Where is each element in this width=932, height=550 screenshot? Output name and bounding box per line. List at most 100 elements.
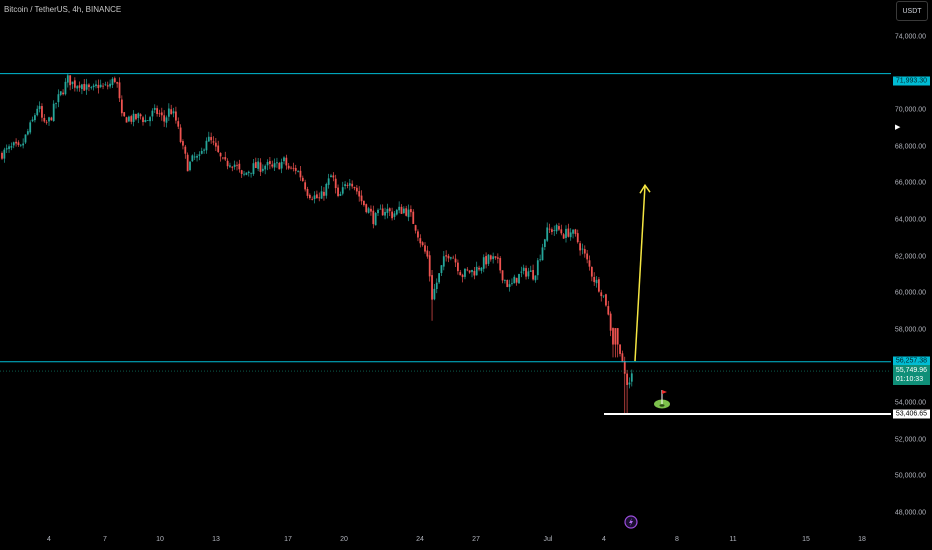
- x-axis-label: 8: [675, 536, 679, 543]
- candle-body: [435, 282, 438, 290]
- candle-body: [417, 231, 419, 238]
- candle-body: [534, 275, 537, 281]
- candle-body: [431, 275, 433, 300]
- candle-body: [17, 142, 20, 145]
- candle-body: [598, 279, 600, 292]
- candle-body: [184, 146, 187, 154]
- x-axis-label: 15: [802, 536, 810, 543]
- x-axis-label: Jul: [543, 536, 553, 543]
- candle-body: [214, 142, 217, 147]
- candle-body: [26, 131, 29, 135]
- x-axis-label: 27: [472, 536, 480, 543]
- candle-body: [222, 157, 224, 159]
- candle-body: [43, 117, 46, 122]
- lightning-icon[interactable]: [624, 515, 638, 529]
- candle-body: [50, 117, 53, 121]
- x-axis-label: 11: [729, 536, 737, 543]
- candle-body: [581, 248, 584, 250]
- candle-body: [358, 191, 361, 197]
- candle-body: [257, 161, 260, 169]
- candle-body: [529, 270, 532, 272]
- candle-body: [419, 238, 422, 244]
- candle-body: [325, 183, 328, 196]
- candle-body: [485, 256, 487, 265]
- candle-body: [475, 266, 478, 276]
- candle-body: [212, 141, 215, 143]
- candle-body: [410, 209, 412, 213]
- candle-body: [628, 382, 631, 385]
- candle-body: [252, 163, 255, 175]
- candle-body: [123, 112, 126, 117]
- candle-body: [365, 204, 368, 213]
- candle-body: [165, 117, 168, 123]
- candle-body: [172, 111, 175, 114]
- candle-body: [259, 162, 262, 172]
- candle-body: [576, 233, 579, 243]
- triangle-right-icon[interactable]: ▶: [895, 124, 901, 131]
- candle-body: [311, 198, 314, 200]
- candle-body: [78, 85, 81, 88]
- candle-body: [64, 81, 67, 95]
- x-axis-label: 4: [47, 536, 51, 543]
- currency-badge[interactable]: USDT: [896, 1, 928, 21]
- candle-body: [3, 149, 6, 159]
- candle-body: [602, 295, 605, 297]
- candle-body: [499, 258, 502, 271]
- x-axis-label: 7: [103, 536, 107, 543]
- candle-body: [76, 86, 79, 89]
- candles-layer: [1, 73, 633, 414]
- candle-body: [5, 148, 8, 150]
- candle-body: [588, 260, 591, 267]
- candle-body: [10, 146, 13, 148]
- candle-body: [395, 209, 398, 215]
- candle-body: [243, 173, 245, 175]
- projection-arrow-line: [634, 185, 646, 362]
- y-axis-label: 70,000.00: [894, 106, 926, 114]
- candle-body: [12, 142, 15, 146]
- candle-body: [231, 166, 234, 168]
- candle-body: [306, 189, 309, 196]
- candle-body: [384, 211, 386, 216]
- candle-body: [527, 271, 530, 277]
- candle-body: [287, 165, 290, 169]
- candle-body: [478, 267, 480, 270]
- candle-body: [370, 208, 372, 212]
- candle-body: [69, 75, 72, 86]
- candle-body: [492, 256, 495, 260]
- projection-arrow[interactable]: [634, 183, 651, 362]
- candle-body: [377, 209, 379, 214]
- candle-body: [102, 85, 104, 87]
- candle-body: [229, 165, 231, 167]
- candle-body: [81, 84, 83, 90]
- x-axis-label: 13: [212, 536, 220, 543]
- candle-body: [88, 84, 90, 88]
- candle-body: [605, 294, 607, 306]
- candle-body: [367, 208, 370, 213]
- candle-body: [583, 249, 586, 254]
- candle-body: [59, 91, 62, 95]
- candle-body: [31, 119, 34, 122]
- candle-body: [363, 200, 365, 206]
- candle-body: [379, 208, 382, 210]
- candle-body: [590, 267, 593, 277]
- candle-body: [546, 227, 549, 241]
- candle-body: [106, 85, 109, 87]
- candle-body: [473, 271, 476, 276]
- candle-body: [299, 170, 302, 178]
- candle-body: [374, 213, 377, 226]
- candle-body: [341, 187, 344, 194]
- candle-body: [269, 161, 271, 164]
- candle-body: [501, 270, 504, 281]
- candle-body: [146, 120, 149, 121]
- candle-body: [565, 228, 567, 238]
- candle-body: [207, 136, 210, 142]
- candle-body: [555, 225, 558, 232]
- candle-body: [203, 149, 205, 151]
- candle-body: [104, 84, 107, 86]
- candle-body: [41, 106, 43, 118]
- candle-body: [266, 161, 269, 166]
- flag-icon: [654, 390, 670, 409]
- candle-body: [175, 111, 177, 121]
- candle-body: [388, 208, 391, 212]
